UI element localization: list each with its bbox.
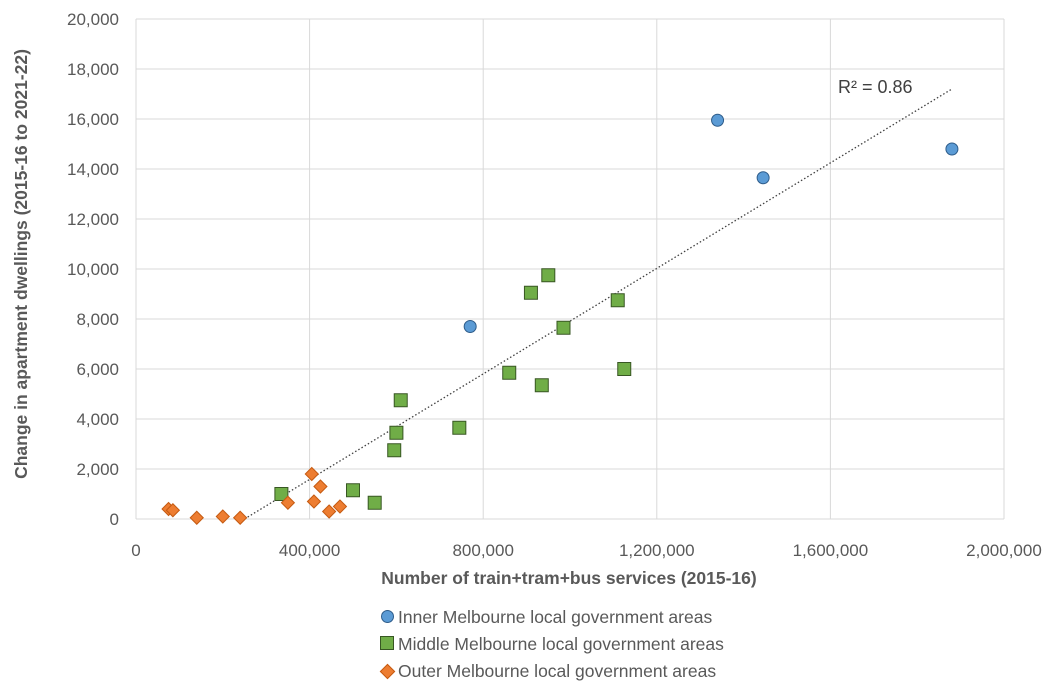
x-tick-label: 1,600,000 bbox=[793, 541, 869, 560]
legend-item-outer: Outer Melbourne local government areas bbox=[378, 658, 724, 685]
y-tick-label: 0 bbox=[110, 510, 119, 529]
plot-border bbox=[135, 19, 1004, 520]
middle-data-point bbox=[502, 365, 517, 380]
x-tick-label: 400,000 bbox=[279, 541, 340, 560]
middle-data-point bbox=[367, 495, 382, 510]
middle-data-point bbox=[617, 362, 632, 376]
circle-marker-icon bbox=[378, 607, 396, 628]
x-axis-title: Number of train+tram+bus services (2015-… bbox=[381, 568, 756, 588]
inner-data-point bbox=[945, 142, 959, 156]
y-tick-label: 20,000 bbox=[67, 10, 119, 29]
middle-data-point bbox=[346, 483, 360, 498]
trendline bbox=[244, 88, 953, 520]
y-tick-label: 6,000 bbox=[76, 360, 119, 379]
x-tick-label: 0 bbox=[131, 541, 140, 560]
square-marker-icon bbox=[378, 634, 396, 655]
outer-data-point bbox=[321, 504, 337, 519]
middle-data-point bbox=[393, 393, 408, 408]
middle-data-point bbox=[387, 443, 402, 458]
outer-data-point bbox=[332, 499, 348, 514]
data-points bbox=[161, 113, 959, 525]
inner-data-point bbox=[756, 171, 770, 185]
scatter-chart: 0 400,000 800,000 1,200,000 1,600,000 2,000,0… bbox=[11, 10, 1042, 588]
middle-data-point bbox=[541, 268, 556, 283]
diamond-marker-icon bbox=[378, 661, 396, 682]
outer-data-point bbox=[313, 479, 328, 494]
y-tick-label: 18,000 bbox=[67, 60, 119, 79]
y-axis-tick-labels: 0 2,000 4,000 6,000 8,000 10,000 12,000 14,000 1… bbox=[67, 10, 119, 529]
y-axis-title: Change in apartment dwellings (2015-16 t… bbox=[11, 49, 31, 479]
outer-data-point bbox=[232, 510, 248, 525]
middle-data-point bbox=[523, 285, 538, 300]
legend-item-inner: Inner Melbourne local government areas bbox=[378, 604, 724, 631]
y-tick-label: 2,000 bbox=[76, 460, 119, 479]
inner-data-point bbox=[463, 320, 477, 333]
x-tick-label: 2,000,000 bbox=[966, 541, 1042, 560]
trendline-path bbox=[244, 88, 953, 520]
x-axis-tick-labels: 0 400,000 800,000 1,200,000 1,600,000 2,000,0… bbox=[131, 541, 1042, 560]
middle-data-point bbox=[274, 487, 289, 501]
middle-data-point bbox=[389, 425, 404, 440]
outer-data-point bbox=[306, 494, 322, 509]
y-tick-label: 4,000 bbox=[76, 410, 119, 429]
legend-label-outer: Outer Melbourne local government areas bbox=[398, 661, 717, 681]
y-tick-label: 14,000 bbox=[67, 160, 119, 179]
middle-data-point bbox=[610, 293, 625, 308]
outer-data-point bbox=[215, 509, 231, 524]
outer-data-point bbox=[280, 495, 296, 510]
outer-data-point bbox=[304, 466, 319, 482]
y-tick-label: 12,000 bbox=[67, 210, 119, 229]
outer-data-point bbox=[189, 510, 204, 525]
legend-item-middle: Middle Melbourne local government areas bbox=[378, 631, 724, 658]
middle-data-point bbox=[534, 378, 549, 393]
y-tick-label: 16,000 bbox=[67, 110, 119, 129]
x-tick-label: 800,000 bbox=[452, 541, 513, 560]
middle-data-point bbox=[452, 420, 467, 435]
x-tick-label: 1,200,000 bbox=[619, 541, 695, 560]
legend-label-middle: Middle Melbourne local government areas bbox=[398, 634, 724, 654]
y-tick-label: 8,000 bbox=[76, 310, 119, 329]
inner-data-point bbox=[711, 113, 725, 127]
legend: Inner Melbourne local government areas M… bbox=[378, 604, 724, 685]
r-squared-label: R² = 0.86 bbox=[838, 77, 913, 97]
outer-data-point bbox=[165, 503, 181, 518]
middle-data-point bbox=[556, 320, 571, 335]
y-tick-label: 10,000 bbox=[67, 260, 119, 279]
legend-label-inner: Inner Melbourne local government areas bbox=[398, 607, 713, 627]
